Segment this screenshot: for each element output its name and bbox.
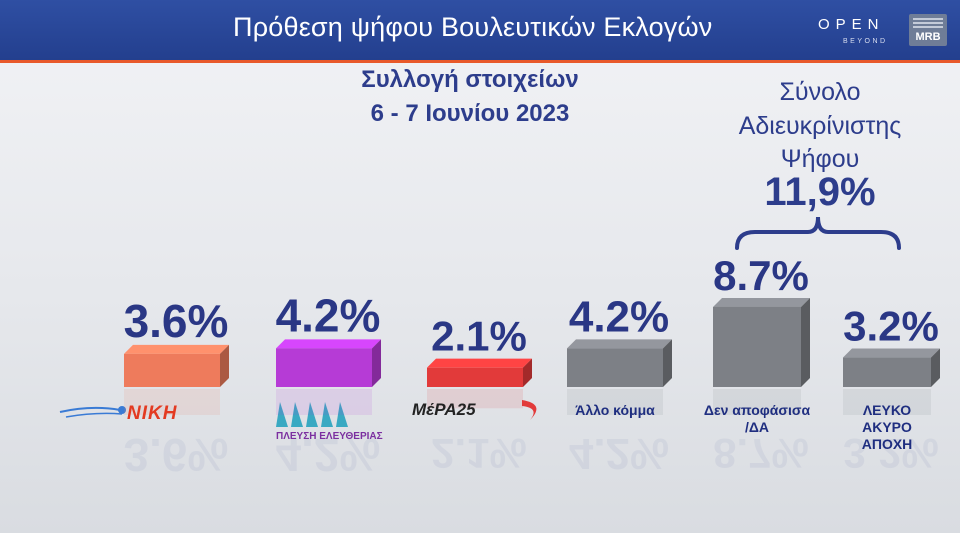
subtitle-line2: 6 - 7 Ιουνίου 2023 xyxy=(370,100,570,127)
category-label-4: Δεν αποφάσισα /ΔΑ xyxy=(703,402,811,435)
mrb-logo-stripes xyxy=(913,18,943,30)
bar-top-face xyxy=(843,348,940,358)
summary-line2: Αδιευκρίνιστης xyxy=(738,112,902,140)
bar-reflection xyxy=(843,389,931,415)
value-label-1: 4.2% xyxy=(276,289,381,341)
subtitle-line1: Συλλογή στοιχείων xyxy=(361,66,579,93)
summary-line1: Σύνολο xyxy=(779,78,861,106)
value-label-3: 4.2% xyxy=(569,292,669,341)
niki-logo-mark xyxy=(59,406,126,418)
open-logo-sub: BEYOND xyxy=(843,38,888,45)
value-label-0: 3.6% xyxy=(124,295,229,347)
bar-top-face xyxy=(276,339,381,349)
mera-logo-mark xyxy=(522,400,537,420)
plefsi-logo-text: ΠΛΕΥΣΗ ΕΛΕΥΘΕΡΙΑΣ xyxy=(276,431,383,442)
bar-5 xyxy=(843,348,940,387)
bar-front-face xyxy=(427,367,523,387)
value-label-2: 2.1% xyxy=(431,313,527,360)
summary-value: 11,9% xyxy=(764,170,876,214)
bar-3 xyxy=(567,339,672,387)
bar-top-face xyxy=(124,344,229,354)
value-label-reflection-4: 8.7% xyxy=(713,430,809,477)
bar-top-face xyxy=(427,358,532,368)
bar-0 xyxy=(124,344,229,387)
bar-side-face xyxy=(523,358,532,387)
bar-front-face xyxy=(713,306,801,387)
bar-front-face xyxy=(276,348,372,387)
bar-reflection xyxy=(713,389,801,415)
bar-top-face xyxy=(567,339,672,349)
header-bar: Πρόθεση ψήφου Βουλευτικών Εκλογών OPEN B… xyxy=(0,0,960,63)
mrb-logo: MRB xyxy=(909,14,947,46)
value-label-reflection-5: 3.2% xyxy=(843,430,939,477)
category-label-5: ΛΕΥΚΟ ΑΚΥΡΟ ΑΠΟΧΗ xyxy=(861,402,913,452)
bar-side-face xyxy=(801,297,810,387)
bar-reflection xyxy=(427,389,523,409)
category-label-3: Άλλο κόμμα xyxy=(575,402,655,418)
open-logo: OPEN xyxy=(818,16,885,33)
bar-side-face xyxy=(220,344,229,387)
value-label-reflection-1: 4.2% xyxy=(276,429,381,481)
page-title: Πρόθεση ψήφου Βουλευτικών Εκλογών xyxy=(233,12,713,42)
bar-side-face xyxy=(663,339,672,387)
value-label-5: 3.2% xyxy=(843,303,939,350)
bar-1 xyxy=(276,339,381,387)
bar-4 xyxy=(713,297,810,387)
mrb-logo-text: MRB xyxy=(915,31,941,43)
summary-brace xyxy=(735,216,901,250)
bar-side-face xyxy=(372,339,381,387)
bar-front-face xyxy=(124,353,220,387)
value-label-reflection-0: 3.6% xyxy=(124,429,229,481)
mera-logo-text: ΜέΡΑ25 xyxy=(412,400,476,419)
bar-reflection xyxy=(276,389,372,415)
summary-line3: Ψήφου xyxy=(780,145,860,173)
bar-front-face xyxy=(567,348,663,387)
value-label-reflection-3: 4.2% xyxy=(569,429,669,478)
bar-side-face xyxy=(931,348,940,387)
value-label-reflection-2: 2.1% xyxy=(431,430,527,477)
bar-2 xyxy=(427,358,532,387)
value-label-4: 8.7% xyxy=(713,252,809,299)
bar-front-face xyxy=(843,357,931,387)
bar-reflection xyxy=(124,389,220,415)
plefsi-logo-mark xyxy=(276,402,348,427)
bar-reflection xyxy=(567,389,663,415)
bar-top-face xyxy=(713,297,810,307)
niki-logo-text: ΝΙΚΗ xyxy=(127,403,178,424)
